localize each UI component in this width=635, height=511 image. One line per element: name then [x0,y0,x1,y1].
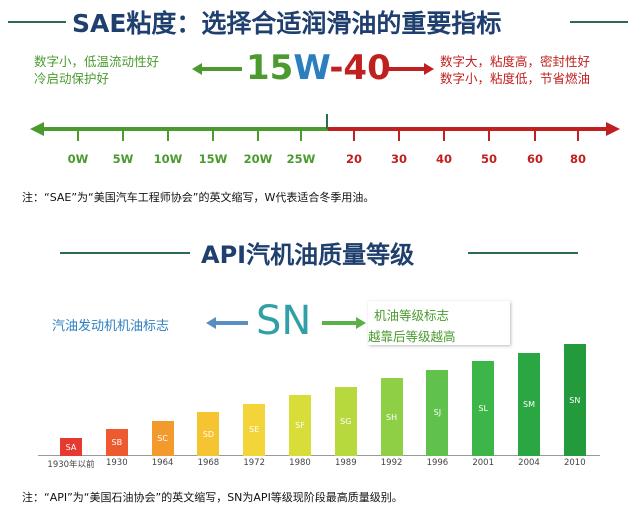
chart-bar: SJ [426,369,449,456]
sae-title-rule-right [570,21,628,23]
winter-tick: 15W [198,152,228,166]
api-right-text-2: 越靠后等级越高 [368,329,456,344]
api-right-text-1: 机油等级标志 [374,308,450,323]
summer-tick: 50 [480,152,498,166]
chart-bar: SD [197,412,220,456]
chart-bar: SF [289,395,311,456]
chart-year-label: 1968 [197,458,220,468]
chart-bar-label: SE [249,425,260,435]
sae-title: SAE粘度：选择合适润滑油的重要指标 [72,9,502,38]
sae-right-text-2: 数字小，粘度低，节省燃油 [440,71,591,86]
chart-year-label: 1930年以前 [47,460,95,470]
sae-left-text-1: 数字小，低温流动性好 [34,54,160,69]
sae-title-rule-left [8,21,66,23]
winter-tick: 0W [67,152,89,166]
api-left-label: 汽油发动机机油标志 [52,319,170,334]
summer-tick: 30 [390,152,408,166]
summer-tick: 60 [526,152,544,166]
chart-bar: SL [472,361,495,456]
chart-bar: SB [105,429,128,456]
chart-bar: SA [60,438,82,456]
chart-bar: SC [151,420,174,456]
chart-bar-label: SL [478,404,488,414]
chart-year-label: 2004 [518,458,540,468]
chart-bar-label: SC [157,433,168,443]
chart-year-label: 1930 [105,458,128,468]
chart-year-label: 1992 [380,458,403,468]
sae-grade-w: W [293,48,330,88]
chart-bar-label: SB [111,438,123,448]
sae-arrow-right-icon [386,63,434,75]
chart-year-labels: 1930年以前 1930 1964 1968 1972 1980 1989 1992 1996 2… [38,458,600,472]
sae-right-text-1: 数字大，粘度高，密封性好 [440,54,591,69]
api-note: 注：“API”为“美国石油协会”的英文缩写，SN为API等级现阶段最高质量级别。 [22,491,403,504]
sae-note: 注：“SAE”为“美国汽车工程师协会”的英文缩写，W代表适合冬季用油。 [22,191,375,204]
api-arrow-right-icon [322,317,366,329]
chart-bar-label: SG [340,416,352,426]
chart-bar-label: SM [523,399,535,409]
chart-year-label: 1989 [334,458,357,468]
chart-year-label: 2010 [563,458,586,468]
winter-tick: 20W [243,152,273,166]
sae-left-text-2: 冷启动保护好 [34,71,110,86]
summer-tick: 40 [435,152,453,166]
api-grade-chart: SA SB SC SD SE SF SG SH SJ SL SM SN [38,340,600,456]
chart-bar: SM [518,352,540,456]
sae-grade-summer: -40 [329,48,391,88]
chart-bar-label: SH [386,412,398,422]
chart-year-label: 1972 [243,458,266,468]
api-arrow-left-icon [206,317,248,329]
chart-baseline [38,455,600,456]
sae-grade: 15W-40 [246,48,391,88]
winter-tick: 10W [153,152,183,166]
chart-bar: SE [243,403,266,456]
chart-bar-label: SN [569,395,581,405]
sae-arrow-left-icon [192,63,242,75]
chart-bar: SG [334,386,357,456]
summer-tick: 20 [345,152,363,166]
chart-year-label: 1996 [426,458,449,468]
winter-tick: 25W [286,152,316,166]
chart-bar-label: SA [65,442,77,452]
chart-bar: SN [563,344,586,456]
summer-tick: 80 [569,152,587,166]
chart-year-label: 2001 [472,458,495,468]
api-grade: SN [256,298,312,344]
chart-bar-label: SD [202,429,215,439]
chart-year-label: 1964 [151,458,174,468]
chart-year-label: 1980 [289,458,311,468]
chart-bar-label: SJ [433,408,442,418]
api-title-rule-right [468,252,578,254]
api-title-rule-left [60,252,190,254]
sae-scale-line [30,114,620,141]
chart-bar: SH [380,378,403,456]
sae-grade-winter: 15 [246,48,294,88]
api-title: API汽机油质量等级 [201,241,415,269]
winter-tick: 5W [112,152,134,166]
chart-bar-label: SF [295,421,305,431]
